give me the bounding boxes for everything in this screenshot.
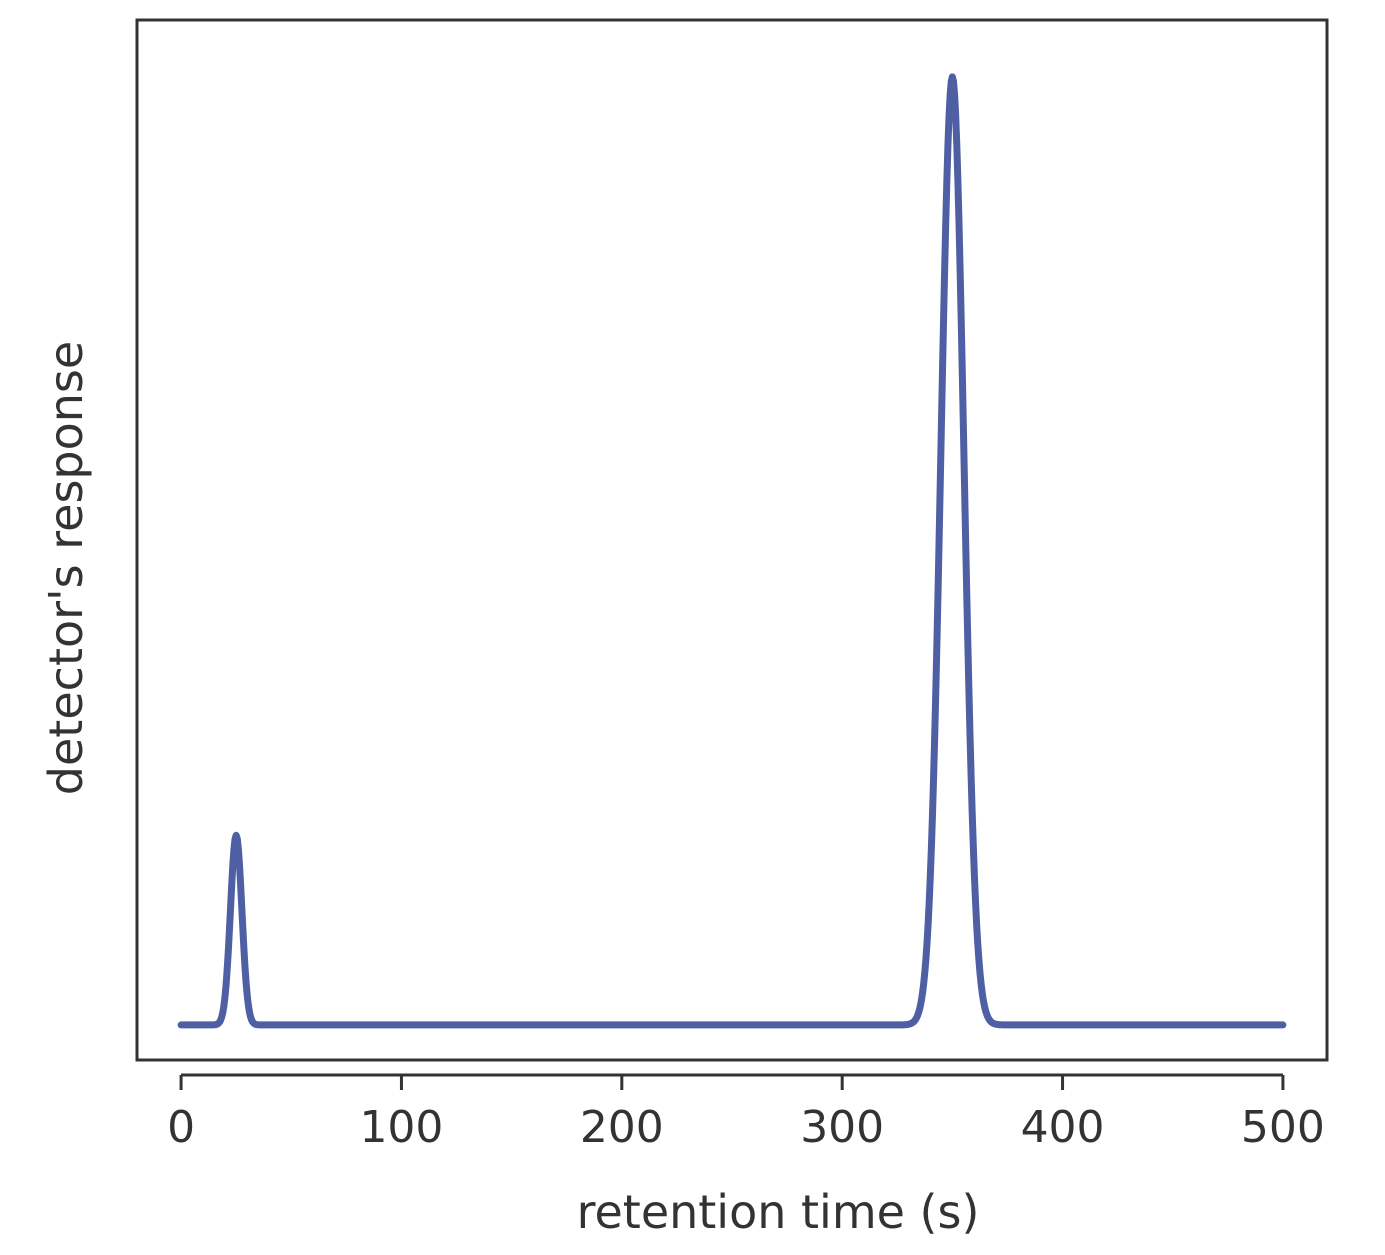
x-tick-label-100: 100 (359, 1102, 443, 1153)
x-tick-label-500: 500 (1241, 1102, 1325, 1153)
x-ticks: 0 100 200 300 400 500 (167, 1075, 1325, 1153)
x-axis-label: retention time (s) (577, 1185, 980, 1239)
x-tick-label-0: 0 (167, 1102, 195, 1153)
x-tick-label-400: 400 (1021, 1102, 1105, 1153)
series-line-0 (177, 73, 1287, 1029)
x-tick-label-200: 200 (580, 1102, 664, 1153)
y-axis-label: detector's response (39, 341, 93, 795)
x-tick-label-300: 300 (800, 1102, 884, 1153)
plot-frame (135, 18, 1329, 1062)
series-group (177, 73, 1287, 1029)
